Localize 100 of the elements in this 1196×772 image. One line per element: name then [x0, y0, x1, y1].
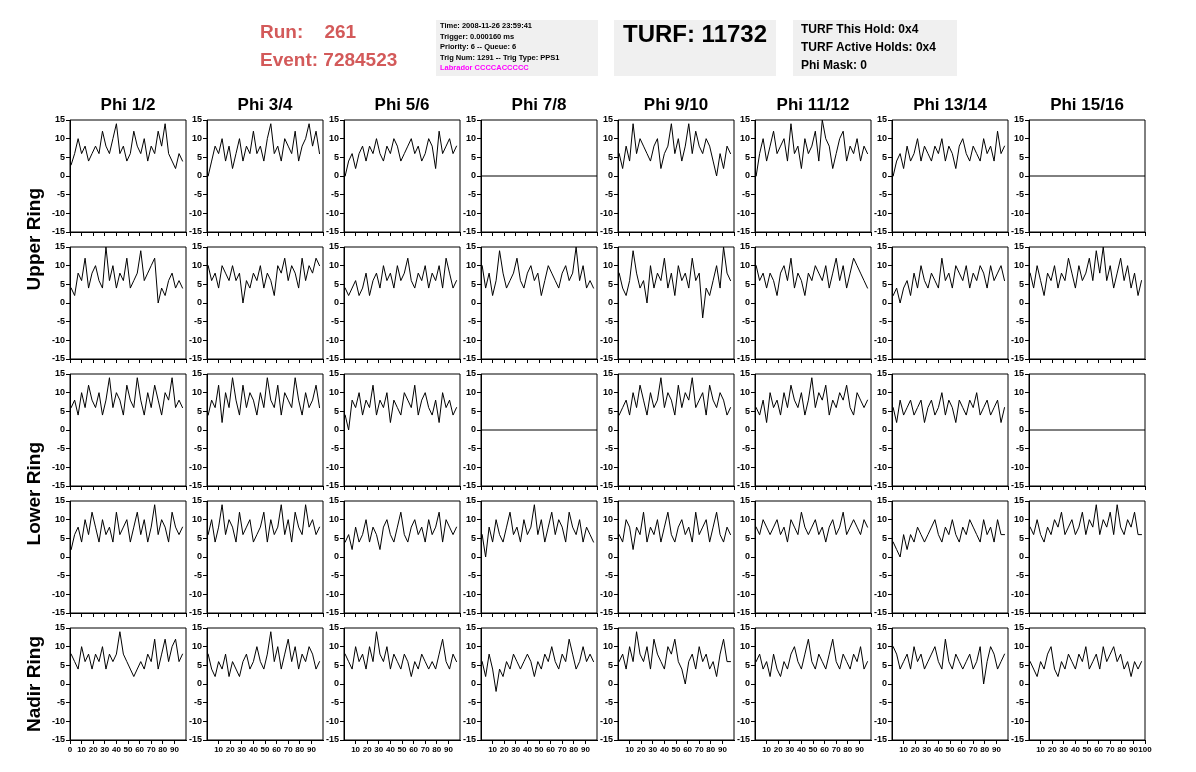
y-tick-label: 0 — [1018, 424, 1024, 435]
y-tick-label: -5 — [330, 443, 339, 454]
y-tick-label: 10 — [602, 641, 613, 652]
chart-title: Phi 7/8 — [510, 95, 568, 115]
y-tick-label: 0 — [470, 297, 476, 308]
y-tick-label: -15 — [873, 226, 887, 237]
x-tick-label: 50 — [808, 745, 818, 754]
y-tick-label: -10 — [736, 715, 750, 726]
y-tick-label: -10 — [1010, 334, 1024, 345]
x-tick-label: 30 — [922, 745, 932, 754]
y-tick-label: 5 — [59, 278, 65, 289]
y-tick-label: 0 — [333, 678, 339, 689]
y-tick-label: -15 — [1010, 607, 1024, 618]
x-tick-label: 20 — [499, 745, 510, 754]
y-tick-label: -15 — [462, 607, 476, 618]
y-tick-label: 15 — [465, 495, 476, 506]
x-tick-label: 80 — [843, 745, 853, 754]
y-tick-label: 0 — [744, 551, 750, 562]
y-tick-label: 5 — [1018, 405, 1024, 416]
x-tick-label: 90 — [580, 745, 591, 754]
y-tick-label: 5 — [881, 659, 887, 670]
y-tick-label: -10 — [462, 715, 476, 726]
y-tick-label: -10 — [736, 334, 750, 345]
y-tick-label: 10 — [54, 641, 65, 652]
y-tick-label: -5 — [330, 697, 339, 708]
x-tick-label: 30 — [1059, 745, 1069, 754]
y-tick-label: -15 — [51, 734, 65, 745]
y-tick-label: 5 — [470, 532, 476, 543]
y-tick-label: -5 — [193, 570, 202, 581]
y-tick-label: 10 — [1013, 387, 1024, 398]
y-tick-label: -5 — [878, 189, 887, 200]
y-tick-label: -5 — [193, 443, 202, 454]
y-tick-label: 0 — [1018, 297, 1024, 308]
y-tick-label: 0 — [333, 170, 339, 181]
y-tick-label: 5 — [881, 151, 887, 162]
y-tick-label: -15 — [325, 734, 339, 745]
y-tick-label: 5 — [196, 659, 202, 670]
y-tick-label: 10 — [191, 514, 202, 525]
y-tick-label: 5 — [333, 405, 339, 416]
x-tick-label: 80 — [295, 745, 305, 754]
y-tick-label: 15 — [191, 241, 202, 252]
y-tick-label: 10 — [739, 514, 750, 525]
y-tick-label: -15 — [325, 226, 339, 237]
y-tick-label: 5 — [744, 532, 750, 543]
x-tick-label: 90 — [717, 745, 728, 754]
x-tick-label: 20 — [636, 745, 647, 754]
y-tick-label: -10 — [1010, 588, 1024, 599]
y-tick-label: 0 — [744, 170, 750, 181]
y-tick-label: 10 — [739, 641, 750, 652]
y-tick-label: -15 — [873, 734, 887, 745]
y-tick-label: 0 — [470, 551, 476, 562]
y-tick-label: 15 — [739, 114, 750, 125]
y-tick-label: -5 — [741, 316, 750, 327]
y-tick-label: -15 — [462, 480, 476, 491]
x-tick-label: 50 — [397, 745, 407, 754]
x-tick-label: 40 — [659, 745, 670, 754]
y-tick-label: -5 — [604, 189, 613, 200]
y-tick-label: 0 — [607, 170, 613, 181]
y-tick-label: 0 — [196, 424, 202, 435]
y-tick-label: 5 — [607, 659, 613, 670]
x-tick-label: 90 — [991, 745, 1002, 754]
y-tick-label: 5 — [744, 151, 750, 162]
chart-title: Phi 3/4 — [236, 95, 294, 115]
y-tick-label: 0 — [1018, 170, 1024, 181]
y-tick-label: -5 — [741, 697, 750, 708]
y-tick-label: -5 — [1015, 570, 1024, 581]
y-tick-label: 0 — [607, 424, 613, 435]
y-tick-label: 15 — [739, 495, 750, 506]
y-tick-label: 15 — [54, 368, 65, 379]
x-tick-label: 50 — [534, 745, 544, 754]
y-tick-label: -5 — [467, 189, 476, 200]
x-tick-label: 40 — [248, 745, 259, 754]
x-tick-label: 80 — [158, 745, 168, 754]
y-tick-label: -15 — [599, 480, 613, 491]
y-tick-label: 0 — [470, 678, 476, 689]
y-tick-label: -10 — [736, 207, 750, 218]
y-tick-label: 0 — [470, 170, 476, 181]
x-tick-label: 60 — [683, 745, 693, 754]
y-tick-label: -5 — [878, 316, 887, 327]
y-tick-label: 15 — [1013, 114, 1024, 125]
x-tick-label: 80 — [569, 745, 579, 754]
y-tick-label: 0 — [1018, 551, 1024, 562]
x-tick-label: 40 — [933, 745, 944, 754]
y-tick-label: 5 — [196, 532, 202, 543]
y-tick-label: 15 — [328, 114, 339, 125]
y-tick-label: -10 — [462, 334, 476, 345]
y-tick-label: 10 — [191, 387, 202, 398]
y-tick-label: -10 — [325, 588, 339, 599]
y-tick-label: -5 — [604, 570, 613, 581]
x-tick-label: 10 — [77, 745, 87, 754]
y-tick-label: -15 — [462, 734, 476, 745]
y-tick-label: -10 — [462, 207, 476, 218]
y-tick-label: 10 — [465, 641, 476, 652]
y-tick-label: 0 — [470, 424, 476, 435]
y-tick-label: 5 — [744, 278, 750, 289]
y-tick-label: -15 — [51, 607, 65, 618]
y-tick-label: -15 — [599, 734, 613, 745]
x-tick-label: 40 — [385, 745, 396, 754]
x-tick-label: 30 — [100, 745, 110, 754]
y-tick-label: -10 — [51, 334, 65, 345]
